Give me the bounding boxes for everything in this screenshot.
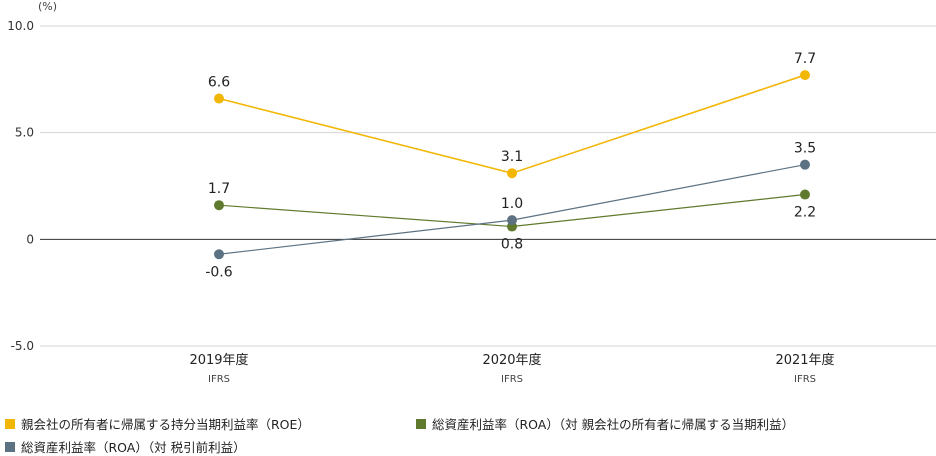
x-tick-label: 2021年度 (775, 352, 834, 368)
x-tick-sublabel: IFRS (501, 374, 523, 385)
x-tick-sublabel: IFRS (794, 374, 816, 385)
data-point (214, 200, 224, 211)
legend-item-roa-pretax: 総資産利益率（ROA）（対 税引前利益） (5, 437, 246, 456)
legend-label-roa-net-profit: 総資産利益率（ROA）（対 親会社の所有者に帰属する当期利益） (432, 417, 795, 432)
legend-label-roa-pretax: 総資産利益率（ROA）（対 税引前利益） (21, 440, 246, 455)
y-axis-unit-label: (%) (38, 0, 57, 13)
data-label: 6.6 (208, 75, 230, 91)
data-point (800, 159, 810, 170)
roe-swatch-icon (5, 418, 15, 429)
data-point (214, 93, 224, 104)
x-tick-sublabel: IFRS (208, 374, 230, 385)
data-point (800, 189, 810, 200)
y-tick-label: 10.0 (7, 19, 34, 33)
x-tick-label: 2019年度 (189, 352, 248, 368)
data-label: 7.7 (794, 51, 816, 67)
y-tick-label: 0 (26, 232, 34, 246)
legend-item-roa-net-profit: 総資産利益率（ROA）（対 親会社の所有者に帰属する当期利益） (416, 414, 794, 433)
data-point (507, 215, 517, 226)
data-point (507, 168, 517, 179)
roa-net-profit-swatch-icon (416, 418, 426, 429)
data-label: 3.1 (501, 149, 523, 165)
y-tick-label: -5.0 (11, 339, 34, 353)
data-point (214, 249, 224, 260)
legend-item-roe: 親会社の所有者に帰属する持分当期利益率（ROE） (5, 414, 310, 433)
data-point (800, 70, 810, 81)
legend-label-roe: 親会社の所有者に帰属する持分当期利益率（ROE） (21, 417, 310, 432)
x-tick-label: 2020年度 (482, 352, 541, 368)
data-label: -0.6 (205, 264, 232, 280)
data-label: 2.2 (794, 205, 816, 221)
data-label: 1.7 (208, 181, 230, 197)
data-label: 0.8 (501, 237, 523, 253)
data-label: 1.0 (501, 196, 523, 212)
roa-pretax-swatch-icon (5, 441, 15, 452)
data-label: 3.5 (794, 141, 816, 157)
y-tick-label: 5.0 (15, 126, 34, 140)
